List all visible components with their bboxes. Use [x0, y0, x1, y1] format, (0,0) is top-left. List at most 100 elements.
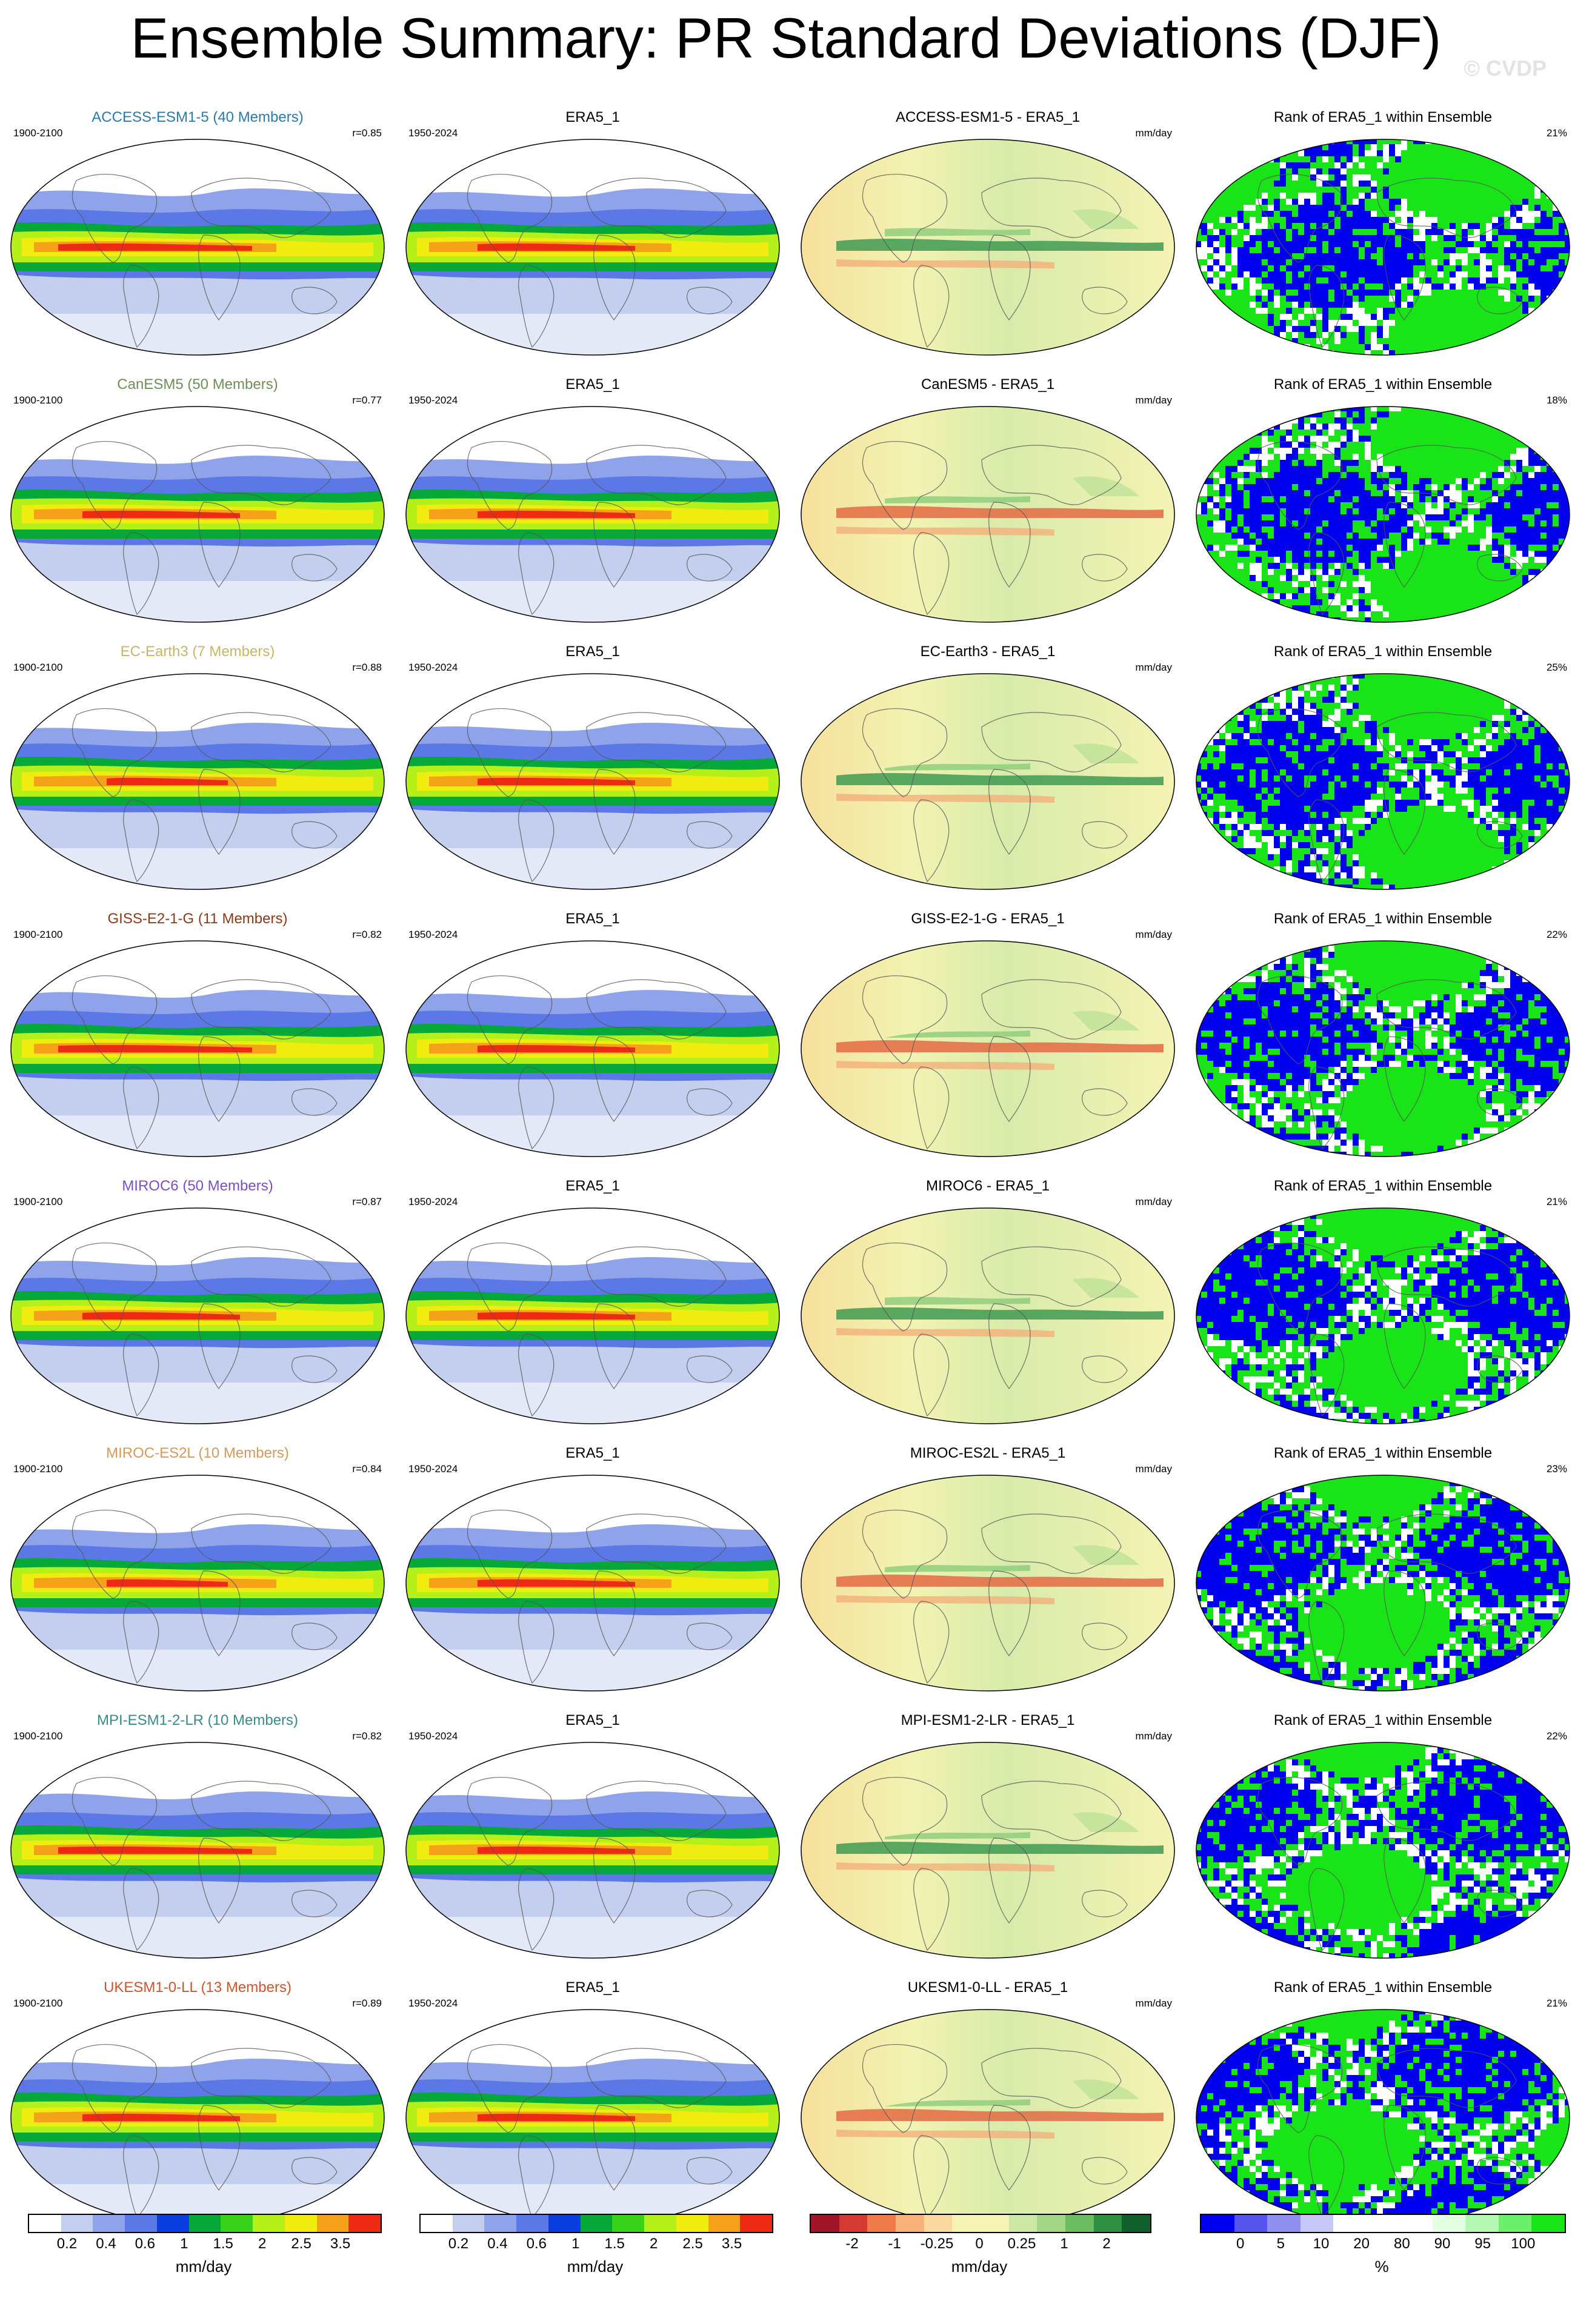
colorbar-tick-label: -0.25	[920, 2236, 954, 2252]
colorbar-swatch	[93, 2215, 125, 2232]
colorbar-swatch	[952, 2215, 981, 2232]
colorbar-swatch	[1333, 2215, 1367, 2232]
panel-difference: UKESM1-0-LL - ERA5_1 mm/day	[795, 1977, 1181, 2243]
panel-difference: CanESM5 - ERA5_1 mm/day	[795, 374, 1181, 640]
colorbar-unit: mm/day	[175, 2257, 232, 2276]
difference-map	[801, 406, 1175, 623]
panel-years: 1950-2024	[408, 127, 458, 139]
colorbar-swatch	[580, 2215, 613, 2232]
pattern-correlation: r=0.82	[352, 929, 382, 940]
panel-title: ERA5_1	[565, 911, 620, 927]
panel-title: UKESM1-0-LL (13 Members)	[104, 1979, 291, 1996]
rank-percent: 18%	[1546, 394, 1567, 406]
panel-model-std: UKESM1-0-LL (13 Members) 1900-2100 r=0.8…	[5, 1977, 390, 2243]
panel-title: CanESM5 (50 Members)	[117, 376, 278, 393]
colorbar-diff: -2 -1 -0.25 0 0.25 1 2 mm/day	[810, 2214, 1151, 2311]
colorbar-tick-label: 2	[258, 2236, 267, 2252]
panel-title: ERA5_1	[565, 1712, 620, 1728]
std-map	[10, 139, 385, 356]
colorbar-tick-label: 2.5	[291, 2236, 311, 2252]
colorbar-swatch	[1465, 2215, 1499, 2232]
panel-title: MIROC6 - ERA5_1	[925, 1178, 1050, 1194]
rank-percent: 21%	[1546, 1196, 1567, 1207]
panel-years: 1900-2100	[13, 1730, 63, 1742]
obs-std-map	[405, 139, 780, 356]
panel-difference: GISS-E2-1-G - ERA5_1 mm/day	[795, 908, 1181, 1175]
colorbar-tick-label: 80	[1393, 2236, 1410, 2252]
colorbar-rank: 0 5 10 20 80 90 95 100%	[1200, 2214, 1566, 2311]
panel-model-std: CanESM5 (50 Members) 1900-2100 r=0.77	[5, 374, 390, 640]
panel-obs-std: ERA5_1 1950-2024	[400, 908, 785, 1175]
panel-obs-std: ERA5_1 1950-2024	[400, 1710, 785, 1976]
panel-obs-std: ERA5_1 1950-2024	[400, 374, 785, 640]
difference-map	[801, 1207, 1175, 1424]
colorbar-swatch	[1531, 2215, 1565, 2232]
pattern-correlation: r=0.77	[352, 394, 382, 406]
panel-years: 1950-2024	[408, 929, 458, 940]
panel-difference: EC-Earth3 - ERA5_1 mm/day	[795, 641, 1181, 908]
rank-map	[1196, 139, 1570, 356]
panel-title: ERA5_1	[565, 1445, 620, 1461]
panel-years: 1900-2100	[13, 1463, 63, 1475]
obs-std-map	[405, 940, 780, 1157]
colorbar-tick-label: 0.4	[96, 2236, 116, 2252]
panel-difference: MIROC6 - ERA5_1 mm/day	[795, 1175, 1181, 1442]
colorbar-swatch	[644, 2215, 676, 2232]
colorbar-swatch	[839, 2215, 868, 2232]
colorbar-swatch	[1234, 2215, 1268, 2232]
panel-model-std: EC-Earth3 (7 Members) 1900-2100 r=0.88	[5, 641, 390, 908]
colorbar-swatch	[1300, 2215, 1334, 2232]
panel-title: MPI-ESM1-2-LR - ERA5_1	[901, 1712, 1075, 1728]
colorbar-swatch	[811, 2215, 839, 2232]
colorbar-tick-label: 2	[1102, 2236, 1111, 2252]
colorbar-swatch	[1267, 2215, 1301, 2232]
colorbar-swatch	[284, 2215, 317, 2232]
colorbar-std: 0.2 0.4 0.6 1 1.5 2 2.5 3.5 mm/day	[28, 2214, 382, 2311]
panel-title: ERA5_1	[565, 1178, 620, 1194]
rank-map	[1196, 940, 1570, 1157]
obs-std-map	[405, 1207, 780, 1424]
colorbar-swatch	[1008, 2215, 1037, 2232]
obs-std-map	[405, 2009, 780, 2226]
panel-years: 1900-2100	[13, 1196, 63, 1207]
obs-std-map	[405, 1475, 780, 1692]
panel-title: UKESM1-0-LL - ERA5_1	[907, 1979, 1068, 1996]
rank-percent: 21%	[1546, 1997, 1567, 2009]
pattern-correlation: r=0.88	[352, 662, 382, 673]
panel-rank: Rank of ERA5_1 within Ensemble 23%	[1190, 1443, 1572, 1709]
colorbar-swatch	[1037, 2215, 1066, 2232]
colorbar-tick-label: 95	[1474, 2236, 1491, 2252]
panel-difference: MPI-ESM1-2-LR - ERA5_1 mm/day	[795, 1710, 1181, 1976]
panel-title: ERA5_1	[565, 643, 620, 660]
panel-title: Rank of ERA5_1 within Ensemble	[1273, 643, 1493, 660]
colorbar-unit: mm/day	[951, 2257, 1008, 2276]
colorbar-swatch	[156, 2215, 189, 2232]
colorbar-swatch	[316, 2215, 349, 2232]
colorbar-tick-label: 1	[571, 2236, 580, 2252]
panel-years: 1900-2100	[13, 929, 63, 940]
colorbar-swatch	[548, 2215, 581, 2232]
panel-rank: Rank of ERA5_1 within Ensemble 18%	[1190, 374, 1572, 640]
panel-model-std: GISS-E2-1-G (11 Members) 1900-2100 r=0.8…	[5, 908, 390, 1175]
colorbar-tick-label: 0.4	[487, 2236, 508, 2252]
panel-obs-std: ERA5_1 1950-2024	[400, 1977, 785, 2243]
colorbar-tick-label: 1	[180, 2236, 188, 2252]
colorbar-tick-label: 20	[1353, 2236, 1370, 2252]
colorbar-tick-label: 90	[1434, 2236, 1451, 2252]
std-map	[10, 1207, 385, 1424]
rank-map	[1196, 673, 1570, 890]
pattern-correlation: r=0.84	[352, 1463, 382, 1475]
colorbar-swatch	[348, 2215, 381, 2232]
rank-percent: 23%	[1546, 1463, 1567, 1475]
panel-years: 1950-2024	[408, 1196, 458, 1207]
colorbar-tick-label: -1	[888, 2236, 901, 2252]
panel-title: Rank of ERA5_1 within Ensemble	[1273, 109, 1493, 125]
panel-title: ACCESS-ESM1-5 - ERA5_1	[895, 109, 1081, 125]
panel-rank: Rank of ERA5_1 within Ensemble 22%	[1190, 908, 1572, 1175]
panel-title: MIROC-ES2L (10 Members)	[106, 1445, 289, 1461]
panel-rank: Rank of ERA5_1 within Ensemble 22%	[1190, 1710, 1572, 1976]
rank-percent: 21%	[1546, 127, 1567, 139]
colorbar-swatch	[1399, 2215, 1433, 2232]
panel-title: ERA5_1	[565, 376, 620, 393]
colorbar-tick-label: 2	[649, 2236, 658, 2252]
